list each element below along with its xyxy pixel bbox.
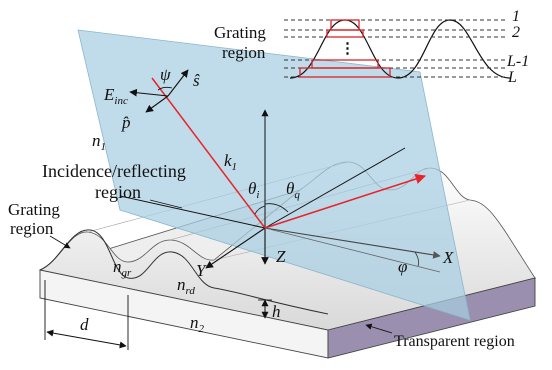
psi-arc: [157, 86, 173, 91]
incident-ray: [151, 77, 266, 229]
n1-label: n1: [92, 131, 106, 153]
theta-i-label: θi: [248, 179, 259, 201]
substrate-side-face: [327, 277, 536, 359]
dimensions: [44, 199, 393, 350]
y-axis: [205, 227, 266, 269]
grating-pointer: [49, 235, 71, 249]
axes: [119, 109, 441, 273]
layer-label-2: 2: [512, 24, 520, 41]
incidence-pointer: [149, 199, 183, 209]
phi-reference: [264, 227, 441, 273]
h-label: h: [272, 302, 281, 321]
in-plane-line: [119, 195, 266, 229]
ngr-label: ngr: [113, 257, 132, 279]
inset-title: Grating: [214, 23, 266, 42]
x-axis-label: X: [442, 248, 454, 267]
layer-label-Lm1: L-1: [506, 53, 529, 70]
s-hat-label: ŝ: [193, 71, 200, 90]
layer-label-1: 1: [512, 8, 520, 25]
s-hat-vector: [167, 69, 189, 97]
incidence-label: region: [95, 182, 141, 202]
plane-of-incidence: [77, 29, 471, 321]
x-axis: [264, 227, 441, 259]
psi-label: ψ: [160, 65, 171, 84]
inset-grating-layers: ⋮ Grating region 1 2 L-1 L: [214, 8, 529, 86]
incidence-label: Incidence/reflecting: [42, 161, 186, 181]
e-inc-vector: [129, 88, 169, 97]
transparent-region-label: Transparent region: [394, 333, 515, 350]
phi-label: φ: [398, 257, 407, 276]
d-label: d: [80, 315, 89, 334]
inset-sine-curve: [289, 19, 511, 79]
front-corrugation: [39, 229, 329, 315]
phi-arc: [414, 251, 419, 267]
plane-trace-line: [264, 147, 406, 229]
layer-label-L: L: [507, 69, 517, 86]
y-axis-label: Y: [196, 261, 207, 280]
theta-q-label: θq: [286, 179, 300, 201]
inset-dots: ⋮: [340, 41, 355, 57]
n2-label: n2: [190, 313, 205, 335]
rays: [151, 77, 426, 229]
z-axis-label: Z: [276, 247, 286, 266]
reflected-ray: [264, 173, 426, 229]
theta-i-arc: [254, 205, 266, 215]
nrd-label: nrd: [177, 275, 195, 297]
p-hat-label: p̂: [121, 113, 131, 132]
e-inc-label: Einc: [103, 85, 128, 107]
grating-region-label: Grating: [8, 200, 60, 219]
k1-label: k1: [224, 151, 237, 173]
transparent-pointer: [365, 323, 393, 334]
p-hat-vector: [145, 95, 169, 113]
d-arrow: [46, 329, 127, 349]
labels: Einc ψ ŝ p̂ n1 k1 Incidence/reflecting r…: [8, 65, 515, 350]
inset-title: region: [222, 43, 266, 62]
inset-staircase: [299, 19, 391, 78]
grating-region-label: region: [10, 219, 54, 238]
theta-q-arc: [264, 203, 289, 213]
polarization-triad: [129, 69, 189, 113]
